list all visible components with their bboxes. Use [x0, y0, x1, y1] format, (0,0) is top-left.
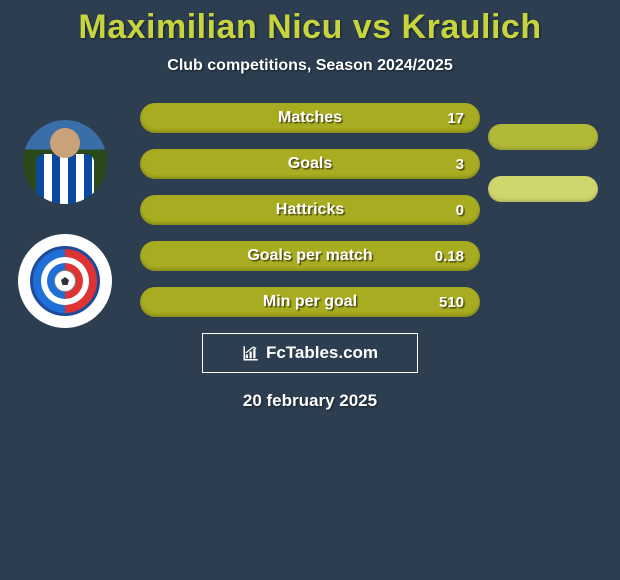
stat-value: 0.18 — [435, 248, 464, 265]
date-text: 20 february 2025 — [0, 391, 620, 411]
opponent-pill-2 — [488, 176, 598, 202]
club-logo-avatar — [18, 234, 112, 328]
opponent-pill-column — [488, 124, 598, 228]
brand-text: FcTables.com — [266, 343, 378, 363]
stat-label: Hattricks — [276, 201, 344, 219]
page-title: Maximilian Nicu vs Kraulich — [0, 8, 620, 47]
player-avatar — [23, 120, 107, 204]
opponent-pill-1 — [488, 124, 598, 150]
stat-value: 0 — [456, 202, 464, 219]
soccer-ball-icon — [54, 270, 76, 292]
stat-value: 17 — [447, 110, 464, 127]
stat-label: Matches — [278, 109, 342, 127]
subtitle: Club competitions, Season 2024/2025 — [0, 57, 620, 75]
avatar-column — [10, 120, 120, 358]
stat-label: Min per goal — [263, 293, 357, 311]
club-logo — [30, 246, 100, 316]
infographic-root: Maximilian Nicu vs Kraulich Club competi… — [0, 0, 620, 411]
stat-row-goals: Goals 3 — [140, 149, 480, 179]
stat-row-goals-per-match: Goals per match 0.18 — [140, 241, 480, 271]
stat-value: 510 — [439, 294, 464, 311]
bar-chart-icon — [242, 344, 260, 362]
stats-list: Matches 17 Goals 3 Hattricks 0 Goals per… — [140, 103, 480, 317]
stat-row-hattricks: Hattricks 0 — [140, 195, 480, 225]
stat-value: 3 — [456, 156, 464, 173]
stat-row-min-per-goal: Min per goal 510 — [140, 287, 480, 317]
brand-box[interactable]: FcTables.com — [202, 333, 418, 373]
stat-label: Goals per match — [247, 247, 372, 265]
stat-label: Goals — [288, 155, 332, 173]
stat-row-matches: Matches 17 — [140, 103, 480, 133]
